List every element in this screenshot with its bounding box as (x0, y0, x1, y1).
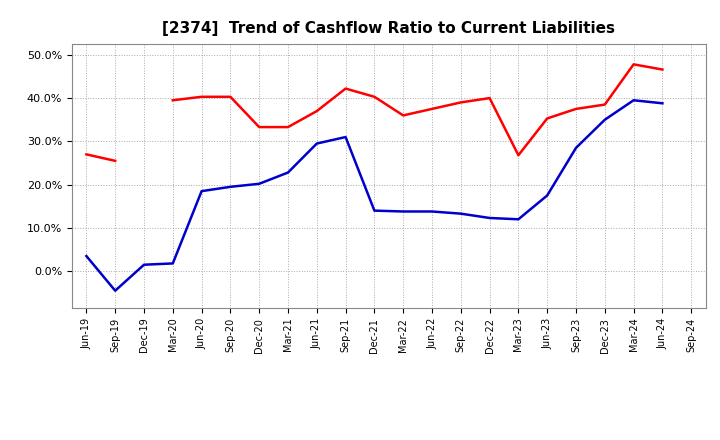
Title: [2374]  Trend of Cashflow Ratio to Current Liabilities: [2374] Trend of Cashflow Ratio to Curren… (162, 21, 616, 36)
